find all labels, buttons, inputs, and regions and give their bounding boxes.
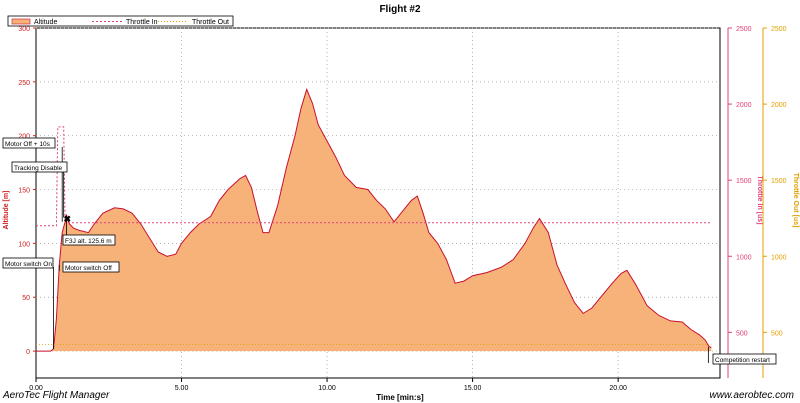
y-tick-label-altitude: 50 xyxy=(22,295,30,302)
marker-motor-off-box xyxy=(62,261,120,273)
y-axis-label-altitude: Altitude [m] xyxy=(3,191,10,230)
marker-x-icon: ✖ xyxy=(64,214,72,224)
y-axis-throttle-out-tick-label: 500 xyxy=(771,330,783,337)
x-tick-label: 10.00 xyxy=(318,385,336,392)
marker-motor-off-label: Motor switch Off xyxy=(65,265,112,272)
y-tick-label-altitude: 250 xyxy=(18,80,30,87)
series-altitude-area xyxy=(36,89,712,352)
y-axis-throttle-in-tick-label: 1500 xyxy=(736,178,752,185)
y-axis-throttle-out-tick-label: 2500 xyxy=(771,26,787,33)
y-axis-throttle-out-tick-label: 2000 xyxy=(771,102,787,109)
y-axis-throttle-out-tick-label: 1000 xyxy=(771,254,787,261)
x-tick-label: 0.00 xyxy=(29,385,43,392)
marker-f3j-alt-label: F3J alt. 125.6 m xyxy=(65,238,112,245)
y-tick-label-altitude: 150 xyxy=(18,188,30,195)
chart-title: Flight #2 xyxy=(379,4,421,15)
legend-swatch xyxy=(11,18,31,25)
marker-tracking-disable-box xyxy=(11,161,68,173)
y-axis-throttle-in-tick-label: 500 xyxy=(736,330,748,337)
legend-label: Altitude xyxy=(34,19,57,26)
y-axis-throttle-in-tick-label: 1000 xyxy=(736,254,752,261)
legend-label: Throttle In xyxy=(126,19,158,26)
marker-f3j-alt-box xyxy=(62,234,116,246)
marker-tracking-disable-label: Tracking Disable xyxy=(14,165,63,172)
y-axis-throttle-out-tick-label: 1500 xyxy=(771,178,787,185)
x-axis-label: Time [min:s] xyxy=(376,393,424,402)
marker-competition-restart-label: Competition restart xyxy=(715,357,770,364)
marker-motor-off-10s-label: Motor Off + 10s xyxy=(5,141,51,148)
marker-motor-on-box xyxy=(2,257,54,269)
y-tick-label-altitude: 0 xyxy=(26,349,30,356)
y-axis-throttle-out-label: Throttle Out [us] xyxy=(792,173,799,228)
series-throttle-in xyxy=(36,126,712,227)
x-tick-label: 15.00 xyxy=(464,385,482,392)
footer-left-text: AeroTec Flight Manager xyxy=(3,390,110,401)
y-axis-throttle-in-label: Throttle In [us] xyxy=(756,176,763,225)
legend-label: Throttle Out xyxy=(192,19,229,26)
series-altitude-line xyxy=(36,87,712,352)
marker-motor-off-10s-box xyxy=(2,137,56,149)
y-tick-label-altitude: 300 xyxy=(18,26,30,33)
y-axis-throttle-in-tick-label: 2000 xyxy=(736,102,752,109)
x-tick-label: 20.00 xyxy=(609,385,627,392)
y-axis-throttle-in-tick-label: 2500 xyxy=(736,26,752,33)
footer-right-text: www.aerobtec.com xyxy=(709,390,794,401)
x-tick-label: 5.00 xyxy=(175,385,189,392)
marker-motor-on-label: Motor switch On xyxy=(5,261,52,268)
y-tick-label-altitude: 100 xyxy=(18,241,30,248)
y-tick-label-altitude: 200 xyxy=(18,134,30,141)
marker-competition-restart-box xyxy=(712,353,777,365)
